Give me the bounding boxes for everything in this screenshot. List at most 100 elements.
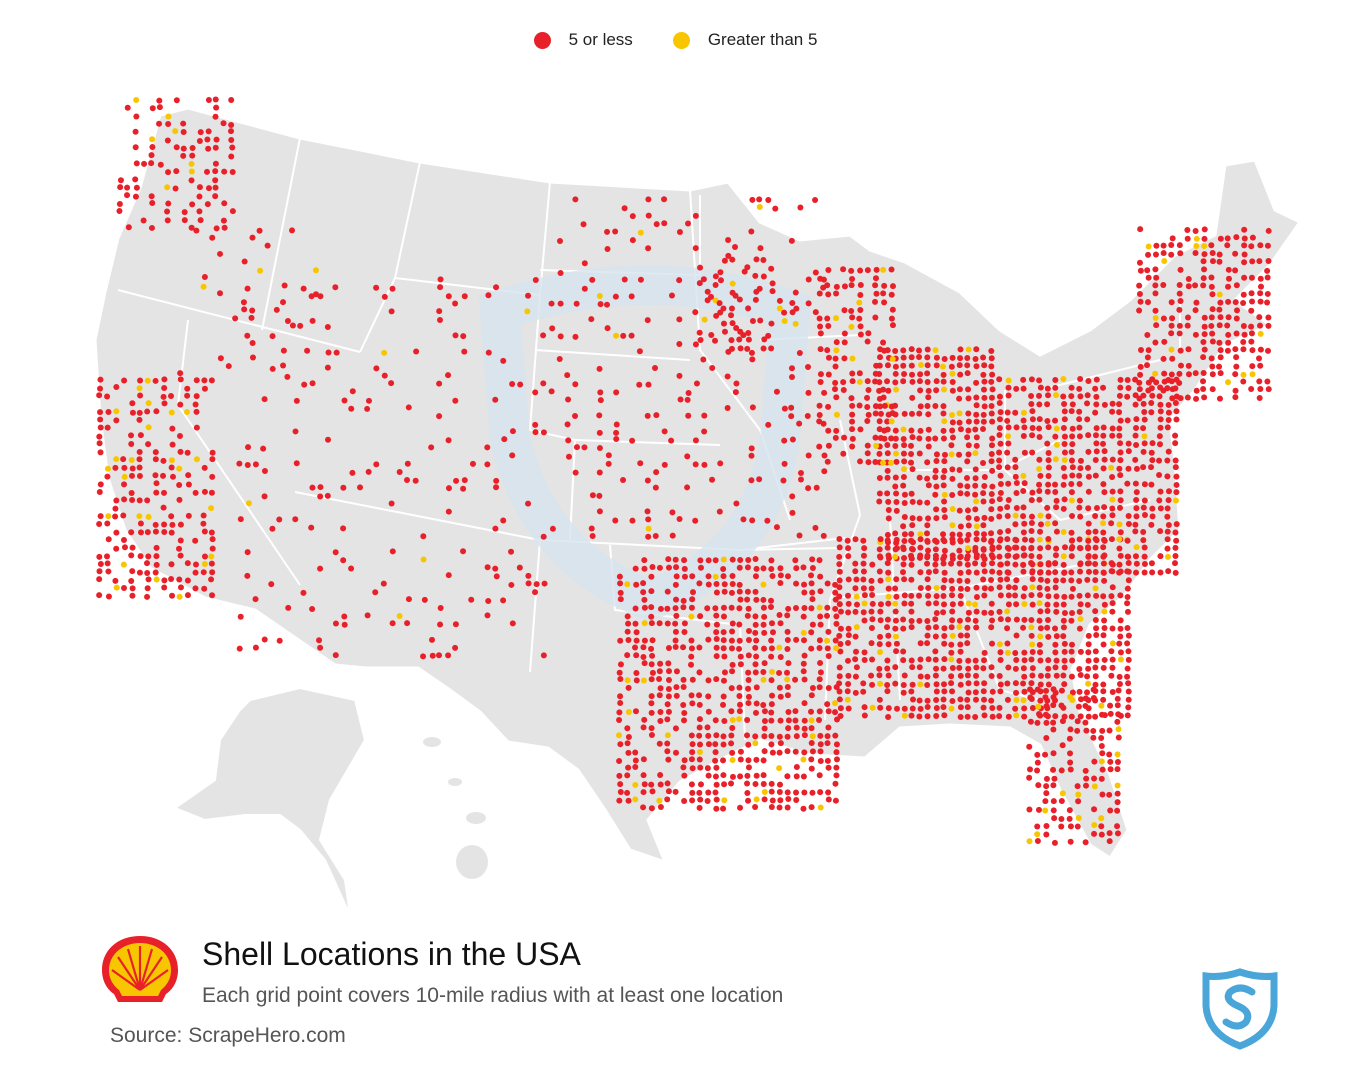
location-dot — [1209, 386, 1216, 393]
location-dot — [700, 276, 707, 283]
location-dot — [753, 653, 760, 660]
location-dot — [980, 522, 987, 529]
location-dot — [1164, 545, 1171, 552]
location-dot — [776, 669, 783, 676]
location-dot — [121, 481, 128, 488]
location-dot — [1098, 815, 1105, 822]
location-dot — [873, 442, 880, 449]
location-dot — [745, 757, 752, 764]
location-dot — [1020, 513, 1027, 520]
location-dot — [1093, 657, 1100, 664]
location-dot — [861, 704, 868, 711]
location-dot — [1061, 713, 1068, 720]
location-dot — [1265, 314, 1272, 321]
location-dot — [996, 449, 1003, 456]
location-dot — [96, 576, 103, 583]
location-dot — [752, 661, 759, 668]
location-dot — [685, 412, 692, 419]
location-dot — [996, 673, 1003, 680]
location-dot — [997, 529, 1004, 536]
location-dot — [452, 621, 459, 628]
location-dot — [648, 781, 655, 788]
location-dot — [1125, 560, 1132, 567]
location-dot — [452, 397, 459, 404]
location-dot — [996, 464, 1003, 471]
location-dot — [860, 560, 867, 567]
location-dot — [1177, 250, 1184, 257]
location-dot — [901, 491, 908, 498]
location-dot — [941, 451, 948, 458]
location-dot — [1090, 695, 1097, 702]
location-dot — [596, 469, 603, 476]
location-dot — [1172, 497, 1179, 504]
location-dot — [333, 349, 340, 356]
location-dot — [1132, 432, 1139, 439]
location-dot — [596, 412, 603, 419]
location-dot — [573, 444, 580, 451]
location-dot — [1084, 601, 1091, 608]
location-dot — [1148, 521, 1155, 528]
location-dot — [737, 556, 744, 563]
location-dot — [616, 669, 623, 676]
location-dot — [1108, 536, 1115, 543]
location-dot — [840, 450, 847, 457]
location-dot — [1116, 561, 1123, 568]
location-dot — [657, 772, 664, 779]
location-dot — [1068, 489, 1075, 496]
location-dot — [900, 362, 907, 369]
location-dot — [980, 553, 987, 560]
location-dot — [104, 560, 111, 567]
location-dot — [1029, 705, 1036, 712]
location-dot — [1217, 354, 1224, 361]
location-dot — [625, 797, 632, 804]
location-dot — [744, 789, 751, 796]
location-dot — [972, 657, 979, 664]
location-dot — [893, 536, 900, 543]
location-dot — [128, 432, 135, 439]
location-dot — [1124, 640, 1131, 647]
location-dot — [729, 580, 736, 587]
location-dot — [877, 410, 884, 417]
location-dot — [1005, 592, 1012, 599]
location-dot — [1169, 386, 1176, 393]
location-dot — [988, 664, 995, 671]
location-dot — [1068, 673, 1075, 680]
location-dot — [900, 426, 907, 433]
location-dot — [745, 797, 752, 804]
location-dot — [1185, 371, 1192, 378]
location-dot — [892, 664, 899, 671]
location-dot — [853, 664, 860, 671]
location-dot — [293, 460, 300, 467]
location-dot — [916, 617, 923, 624]
location-dot — [1161, 370, 1168, 377]
location-dot — [1061, 449, 1068, 456]
location-dot — [916, 697, 923, 704]
location-dot — [820, 284, 827, 291]
location-dot — [892, 625, 899, 632]
location-dot — [640, 772, 647, 779]
location-dot — [848, 395, 855, 402]
location-dot — [1020, 409, 1027, 416]
location-dot — [461, 293, 468, 300]
location-dot — [268, 581, 275, 588]
location-dot — [696, 716, 703, 723]
location-dot — [1116, 425, 1123, 432]
location-dot — [1193, 395, 1200, 402]
location-dot — [1084, 400, 1091, 407]
location-dot — [792, 708, 799, 715]
location-dot — [713, 781, 720, 788]
location-dot — [1152, 251, 1159, 258]
location-dot — [737, 773, 744, 780]
location-dot — [856, 402, 863, 409]
location-dot — [664, 620, 671, 627]
location-dot — [1043, 831, 1050, 838]
location-dot — [144, 408, 151, 415]
location-dot — [900, 474, 907, 481]
location-dot — [872, 403, 879, 410]
location-dot — [1090, 734, 1097, 741]
location-dot — [428, 444, 435, 451]
location-dot — [1004, 640, 1011, 647]
location-dot — [1257, 330, 1264, 337]
location-dot — [525, 572, 532, 579]
location-dot — [889, 283, 896, 290]
